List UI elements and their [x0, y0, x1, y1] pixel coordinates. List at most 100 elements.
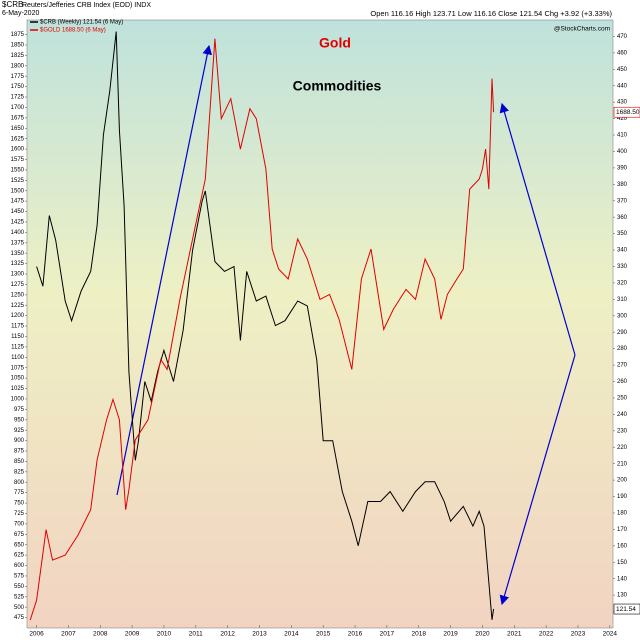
y-tick-label: 1300	[11, 272, 25, 278]
y-tick-label: 1375	[11, 240, 25, 246]
y2-tick-label: 220	[617, 445, 628, 451]
y-tick-label: 1200	[11, 313, 25, 319]
y-tick-label: 1050	[11, 376, 25, 382]
y-tick-label: 1000	[11, 397, 25, 403]
y-tick-label: 1600	[11, 147, 25, 153]
x-tick-label: 2021	[507, 631, 522, 638]
series-line	[36, 31, 495, 620]
y2-tick-label: 300	[617, 313, 628, 319]
y2-tick-label: 200	[617, 478, 628, 484]
y2-tick-label: 360	[617, 215, 628, 221]
y-tick-label: 725	[14, 511, 25, 517]
y2-tick-label: 310	[617, 297, 628, 303]
x-tick-label: 2017	[380, 631, 395, 638]
y-tick-label: 1575	[11, 157, 25, 163]
y2-tick-label: 440	[617, 83, 628, 89]
y-tick-label: 900	[14, 438, 25, 444]
y-tick-label: 950	[14, 417, 25, 423]
y2-tick-label: 340	[617, 248, 628, 254]
y-tick-label: 775	[14, 490, 25, 496]
y-tick-label: 1150	[11, 334, 25, 340]
y-tick-label: 1075	[11, 365, 25, 371]
annotation: Commodities	[293, 78, 382, 94]
y-tick-label: 1450	[11, 209, 25, 215]
last-value-label: 1688.50	[616, 109, 640, 116]
y2-tick-label: 450	[617, 67, 628, 73]
x-tick-label: 2022	[539, 631, 554, 638]
y-tick-label: 1825	[11, 53, 25, 59]
y2-tick-label: 390	[617, 165, 628, 171]
y-tick-label: 1250	[11, 292, 25, 298]
y-tick-label: 1750	[11, 84, 25, 90]
y2-tick-label: 260	[617, 379, 628, 385]
y-tick-label: 1625	[11, 136, 25, 142]
y2-tick-label: 460	[617, 50, 628, 56]
y-tick-label: 675	[14, 532, 25, 538]
y-tick-label: 1400	[11, 230, 25, 236]
quote: Open 116.16 High 123.71 Low 116.16 Close…	[370, 9, 612, 18]
x-tick-label: 2009	[125, 631, 140, 638]
y2-tick-label: 420	[617, 116, 628, 122]
y-tick-label: 1550	[11, 167, 25, 173]
last-value-label: 121.54	[616, 606, 636, 613]
y-tick-label: 525	[14, 594, 25, 600]
x-tick-label: 2024	[603, 631, 618, 638]
y-tick-label: 1325	[11, 261, 25, 267]
symbol: $CRB	[2, 0, 23, 9]
y2-tick-label: 250	[617, 396, 628, 402]
y-tick-label: 475	[14, 615, 25, 621]
y2-tick-label: 150	[617, 560, 628, 566]
y2-tick-label: 470	[617, 34, 628, 40]
description: Reuters/Jefferies CRB Index (EOD) INDX	[22, 2, 151, 9]
y2-tick-label: 380	[617, 182, 628, 188]
y2-tick-label: 170	[617, 527, 628, 533]
series-line	[29, 38, 495, 621]
y-tick-label: 550	[14, 584, 25, 590]
y2-tick-label: 210	[617, 461, 628, 467]
x-tick-label: 2012	[220, 631, 235, 638]
y-tick-label: 1275	[11, 282, 25, 288]
x-tick-label: 2013	[252, 631, 267, 638]
annotation: Gold	[319, 35, 351, 51]
x-tick-label: 2019	[443, 631, 458, 638]
y-tick-label: 1175	[11, 324, 25, 330]
y2-tick-label: 400	[617, 149, 628, 155]
y-tick-label: 825	[14, 469, 25, 475]
x-tick-label: 2015	[316, 631, 331, 638]
y-tick-label: 1650	[11, 126, 25, 132]
y-tick-label: 800	[14, 480, 25, 486]
y-tick-label: 650	[14, 542, 25, 548]
y-tick-label: 1100	[11, 355, 25, 361]
y2-tick-label: 370	[617, 198, 628, 204]
x-tick-label: 2023	[571, 631, 586, 638]
credit: @StockCharts.com	[554, 26, 610, 33]
legend-label: $GOLD 1688.50 (6 May)	[40, 28, 106, 34]
x-tick-label: 2008	[93, 631, 108, 638]
y2-tick-label: 140	[617, 576, 628, 582]
y2-tick-label: 330	[617, 264, 628, 270]
x-tick-label: 2011	[189, 631, 203, 638]
y2-tick-label: 240	[617, 412, 628, 418]
y-tick-label: 1500	[11, 188, 25, 194]
y2-tick-label: 130	[617, 593, 628, 599]
y2-tick-label: 270	[617, 363, 628, 369]
y-tick-label: 1225	[11, 303, 25, 309]
y-tick-label: 750	[14, 501, 25, 507]
y2-tick-label: 280	[617, 346, 628, 352]
y-tick-label: 1525	[11, 178, 25, 184]
plot-area	[26, 19, 614, 629]
y-tick-label: 575	[14, 574, 25, 580]
last-value-box	[613, 106, 640, 118]
y-tick-label: 1675	[11, 115, 25, 121]
y-tick-label: 850	[14, 459, 25, 465]
y-tick-label: 1475	[11, 199, 25, 205]
x-tick-label: 2014	[284, 631, 299, 638]
y2-tick-label: 160	[617, 543, 628, 549]
date: 6-May-2020	[2, 10, 39, 17]
x-tick-label: 2016	[348, 631, 363, 638]
y-tick-label: 1725	[11, 95, 25, 101]
y-tick-label: 1700	[11, 105, 25, 111]
y-tick-label: 1850	[11, 43, 25, 49]
y-tick-label: 1350	[11, 251, 25, 257]
